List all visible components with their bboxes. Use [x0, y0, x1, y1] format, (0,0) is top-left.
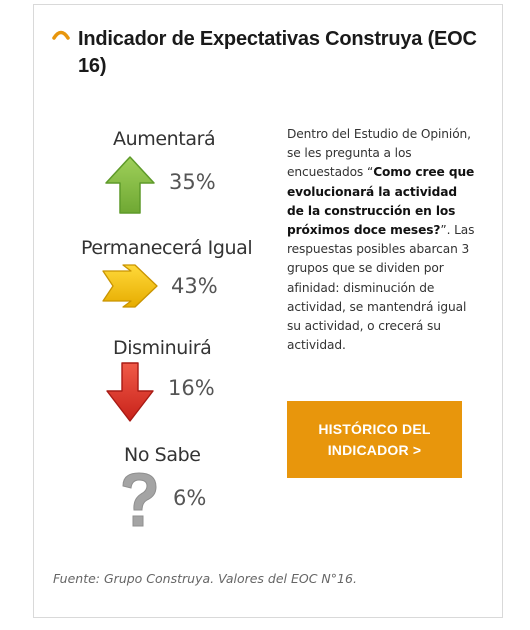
chevron-up-icon: [52, 30, 70, 40]
page-title: Indicador de Expectativas Construya (EOC…: [78, 28, 477, 77]
item-label-permanecera: Permanecerá Igual: [81, 237, 253, 259]
survey-question: Como cree que evolucionará la actividad …: [287, 165, 475, 238]
arrow-down-icon: [106, 362, 154, 422]
question-mark-icon: [122, 472, 157, 527]
item-label-aumentara: Aumentará: [113, 128, 216, 150]
button-label-line1: HISTÓRICO DEL: [318, 420, 431, 437]
source-footnote: Fuente: Grupo Construya. Valores del EOC…: [53, 571, 357, 586]
historico-indicador-button[interactable]: HISTÓRICO DEL INDICADOR >: [287, 401, 462, 478]
description-text: Dentro del Estudio de Opinión, se les pr…: [287, 127, 475, 353]
arrow-up-icon: [105, 156, 155, 214]
indicator-card: [33, 4, 503, 618]
arrow-right-icon: [102, 264, 158, 308]
item-label-no-sabe: No Sabe: [124, 444, 201, 466]
item-value-no-sabe: 6%: [173, 486, 207, 510]
item-value-permanecera: 43%: [171, 274, 218, 298]
button-label-line2: INDICADOR >: [327, 441, 422, 458]
item-label-disminuira: Disminuirá: [113, 337, 212, 359]
item-value-aumentara: 35%: [169, 170, 216, 194]
item-value-disminuira: 16%: [168, 376, 215, 400]
